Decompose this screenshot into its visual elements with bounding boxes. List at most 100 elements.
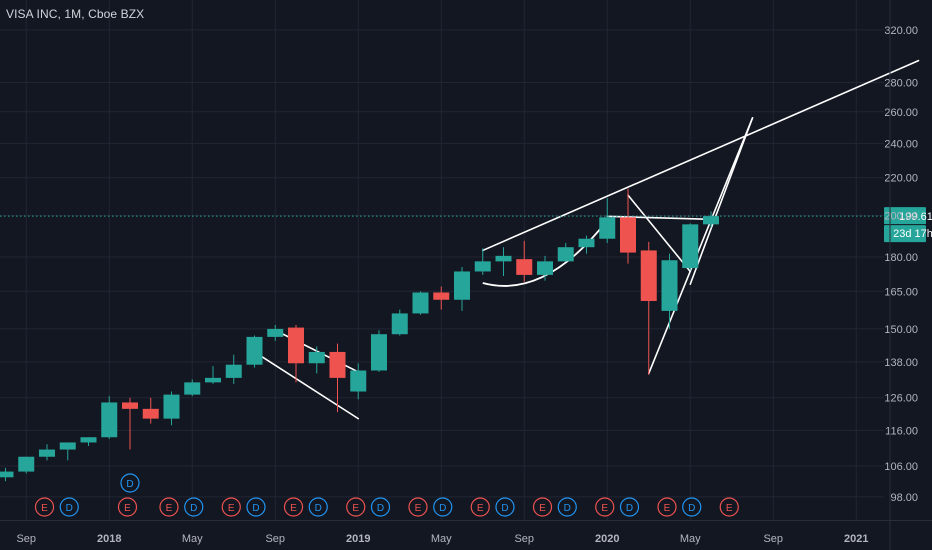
dividend-marker[interactable]: D (120, 473, 140, 493)
candle-body (329, 351, 346, 378)
earnings-marker[interactable]: E (34, 497, 55, 517)
candle (516, 240, 533, 282)
dividend-icon (619, 497, 640, 517)
candle (246, 335, 263, 368)
earnings-marker[interactable]: E (719, 497, 739, 517)
candle (288, 324, 304, 383)
earnings-marker[interactable]: E (159, 497, 179, 517)
event-label: E (228, 503, 235, 514)
candle-body (246, 336, 263, 365)
candle-body (640, 250, 657, 301)
trend-line (627, 194, 692, 273)
candle-body (599, 217, 616, 239)
candle (371, 330, 387, 372)
y-tick-label: 116.00 (885, 425, 918, 437)
dividend-marker[interactable]: D (682, 497, 702, 517)
candle (682, 223, 699, 271)
last-price-line: 199.61 23d 17h (0, 207, 932, 243)
candle-body (184, 382, 201, 395)
y-tick-label: 165.00 (884, 286, 918, 298)
candle (557, 242, 574, 262)
y-tick-label: 106.00 (884, 461, 918, 473)
dividend-icon (184, 497, 204, 517)
last-price-label: 199.61 (899, 211, 932, 223)
candle-body (537, 261, 553, 275)
event-label: D (564, 503, 571, 514)
event-markers[interactable]: E D E D E D E D E D E D E D E D E D E D E D E (34, 473, 739, 517)
earnings-marker[interactable]: E (657, 497, 677, 517)
x-tick-label: Sep (514, 533, 534, 545)
candle (661, 253, 678, 329)
candle-body (101, 402, 118, 438)
dividend-marker[interactable]: D (557, 497, 577, 517)
dividend-marker[interactable]: D (184, 497, 204, 517)
earnings-icon (532, 497, 553, 517)
candle (80, 437, 97, 446)
earnings-marker[interactable]: E (408, 497, 428, 517)
candle-body (142, 408, 159, 419)
y-tick-label: 150.00 (884, 324, 918, 336)
earnings-icon (346, 497, 366, 517)
candle-body (516, 259, 533, 275)
candle (59, 442, 76, 461)
candle (578, 235, 595, 254)
candle-body (122, 402, 138, 409)
candle (308, 346, 325, 374)
candle (391, 309, 408, 336)
earnings-marker[interactable]: E (595, 497, 615, 517)
candle (142, 397, 159, 424)
candle-body (371, 334, 387, 371)
trend-drawings[interactable] (253, 59, 920, 420)
dividend-marker[interactable]: D (308, 497, 328, 517)
candle (640, 241, 657, 375)
candle-body (682, 224, 699, 269)
dividend-marker[interactable]: D (495, 497, 515, 517)
candle-body (557, 247, 574, 262)
candle (495, 247, 512, 277)
candle-body (474, 261, 491, 272)
event-label: E (290, 503, 297, 514)
candle-body (620, 217, 636, 253)
earnings-icon (408, 497, 428, 517)
candle-body (59, 442, 76, 450)
x-tick-label: May (680, 533, 701, 545)
earnings-marker[interactable]: E (117, 497, 138, 517)
event-label: E (539, 503, 546, 514)
event-label: D (626, 503, 633, 514)
earnings-marker[interactable]: E (283, 497, 304, 517)
dividend-marker[interactable]: D (370, 497, 391, 517)
earnings-marker[interactable]: E (221, 497, 241, 517)
earnings-marker[interactable]: E (470, 497, 490, 517)
event-label: E (166, 503, 173, 514)
earnings-marker[interactable]: E (346, 497, 366, 517)
earnings-icon (283, 497, 304, 517)
event-label: E (726, 503, 733, 514)
candle-body (350, 370, 367, 392)
dividend-marker[interactable]: D (246, 497, 266, 517)
earnings-icon (595, 497, 615, 517)
trend-line (689, 117, 754, 285)
event-label: E (601, 503, 608, 514)
dividend-marker[interactable]: D (619, 497, 640, 517)
event-label: D (315, 503, 322, 514)
candle (225, 354, 242, 384)
candle (620, 188, 636, 264)
x-tick-label: 2020 (595, 533, 619, 545)
event-label: D (252, 503, 259, 514)
y-tick-label: 260.00 (884, 107, 918, 119)
x-tick-label: May (431, 533, 452, 545)
x-tick-label: 2021 (844, 533, 868, 545)
y-tick-label: 320.00 (884, 25, 918, 37)
earnings-marker[interactable]: E (532, 497, 553, 517)
event-label: D (688, 503, 695, 514)
dividend-icon (246, 497, 266, 517)
candle (537, 255, 553, 281)
candle-body (39, 449, 55, 457)
candle (163, 391, 180, 426)
dividend-marker[interactable]: D (433, 497, 453, 517)
dividend-marker[interactable]: D (59, 497, 79, 517)
event-label: E (352, 503, 359, 514)
candle-body (205, 377, 221, 383)
